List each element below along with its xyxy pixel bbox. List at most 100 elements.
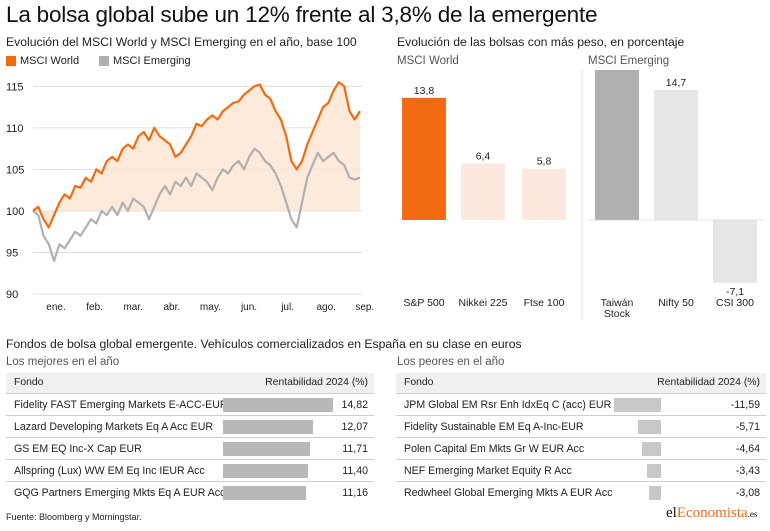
logo-part-el: el bbox=[666, 505, 677, 521]
line-chart-subtitle: Evolución del MSCI World y MSCI Emerging… bbox=[6, 35, 357, 49]
worst-funds-table: Fondo Rentabilidad 2024 (%) JPM Global E… bbox=[396, 373, 766, 503]
return-bar bbox=[223, 398, 333, 412]
best-funds-table: Fondo Rentabilidad 2024 (%) Fidelity FAS… bbox=[6, 373, 374, 503]
line-chart: 90 95 100 105 110 115 ene. feb. mar. abr. may. jun.… bbox=[6, 81, 374, 313]
world-data-label: 13,8 bbox=[414, 85, 435, 97]
legend-swatch-world bbox=[6, 56, 16, 66]
world-data-label: 5,8 bbox=[537, 156, 552, 168]
table-row: Polen Capital Em Mkts Gr W EUR Acc -4,64 bbox=[396, 437, 766, 459]
worst-col-return: Rentabilidad 2024 (%) bbox=[657, 377, 760, 388]
return-value: -11,59 bbox=[730, 399, 760, 411]
return-bar bbox=[642, 442, 661, 456]
world-bar bbox=[402, 97, 446, 220]
legend-label-world: MSCI World bbox=[20, 55, 80, 67]
emerging-data-label: 14,7 bbox=[666, 77, 687, 89]
world-bar bbox=[522, 168, 566, 220]
table-row: Lazard Developing Markets Eq A Acc EUR 12… bbox=[6, 415, 374, 437]
emerging-data-label: -7,1 bbox=[726, 286, 744, 298]
return-value: 12,07 bbox=[341, 421, 368, 433]
fund-name: Fidelity FAST Emerging Markets E-ACC-EUR bbox=[14, 399, 228, 411]
return-bar bbox=[223, 442, 310, 456]
best-section-title: Los mejores en el año bbox=[6, 356, 120, 368]
x-tick-label: ene. bbox=[46, 302, 65, 313]
table-row: Fidelity FAST Emerging Markets E-ACC-EUR… bbox=[6, 393, 374, 415]
return-bar bbox=[637, 420, 661, 434]
legend-swatch-emerging bbox=[99, 56, 109, 66]
world-category-label: Ftse 100 bbox=[524, 297, 565, 309]
emerging-category-label: Stock bbox=[604, 308, 631, 320]
return-value: 11,40 bbox=[342, 465, 368, 477]
worst-section-title: Los peores en el año bbox=[397, 356, 505, 368]
return-value: 14,82 bbox=[341, 399, 368, 411]
x-tick-label: jun. bbox=[240, 302, 257, 313]
worst-col-fund: Fondo bbox=[404, 377, 434, 388]
fund-name: Allspring (Lux) WW EM Eq Inc IEUR Acc bbox=[14, 465, 205, 477]
funds-title: Fondos de bolsa global emergente. Vehícu… bbox=[6, 337, 522, 351]
source-footer: Fuente: Bloomberg y Morningstar. bbox=[6, 512, 142, 522]
x-tick-label: may. bbox=[200, 302, 221, 313]
return-value: -3,08 bbox=[735, 487, 760, 499]
return-bar bbox=[647, 464, 661, 478]
world-area bbox=[33, 82, 360, 228]
y-tick-label: 90 bbox=[6, 289, 18, 301]
best-col-return: Rentabilidad 2024 (%) bbox=[265, 377, 368, 388]
table-row: JPM Global EM Rsr Enh IdxEq C (acc) EUR -… bbox=[396, 393, 766, 415]
world-category-label: Nikkei 225 bbox=[458, 297, 507, 309]
world-bar bbox=[461, 163, 505, 220]
emerging-category-label: Taiwán bbox=[601, 297, 634, 309]
best-col-fund: Fondo bbox=[14, 377, 44, 388]
bar-chart-subtitle: Evolución de las bolsas con más peso, en… bbox=[397, 35, 685, 49]
table-row: Fidelity Sustainable EM Eq A-Inc-EUR -5,7… bbox=[396, 415, 766, 437]
emerging-bar bbox=[654, 89, 698, 220]
logo: elEconomista.es bbox=[666, 505, 757, 522]
return-bar bbox=[223, 420, 313, 434]
logo-part-economista: Economista bbox=[676, 505, 748, 521]
worst-table-header: Fondo Rentabilidad 2024 (%) bbox=[396, 373, 766, 393]
page-title: La bolsa global sube un 12% frente al 3,… bbox=[6, 2, 598, 27]
y-tick-label: 105 bbox=[6, 164, 24, 176]
x-tick-label: jul. bbox=[280, 302, 294, 313]
y-tick-label: 100 bbox=[6, 206, 24, 218]
fund-name: Redwheel Global Emerging Mkts A EUR Acc bbox=[404, 487, 613, 499]
table-row: Allspring (Lux) WW EM Eq Inc IEUR Acc 11,… bbox=[6, 459, 374, 481]
table-row: GS EM EQ Inc-X Cap EUR 11,71 bbox=[6, 437, 374, 459]
x-tick-label: sep. bbox=[355, 302, 374, 313]
bar-group-title-emerging: MSCI Emerging bbox=[588, 55, 670, 67]
return-bar bbox=[614, 398, 661, 412]
fund-name: Lazard Developing Markets Eq A Acc EUR bbox=[14, 421, 214, 433]
return-value: 11,16 bbox=[342, 487, 368, 499]
fund-name: NEF Emerging Market Equity R Acc bbox=[404, 465, 572, 477]
return-value: 11,71 bbox=[342, 443, 368, 455]
emerging-bar bbox=[595, 70, 639, 221]
table-row: GQG Partners Emerging Mkts Eq A EUR Acc 1… bbox=[6, 481, 374, 503]
table-row: NEF Emerging Market Equity R Acc -3,43 bbox=[396, 459, 766, 481]
x-tick-label: abr. bbox=[163, 302, 180, 313]
world-line bbox=[32, 81, 361, 229]
return-bar bbox=[648, 486, 661, 500]
y-tick-label: 95 bbox=[6, 247, 18, 259]
fund-name: GQG Partners Emerging Mkts Eq A EUR Acc bbox=[14, 487, 226, 499]
table-row: Redwheel Global Emerging Mkts A EUR Acc -… bbox=[396, 481, 766, 503]
world-category-label: S&P 500 bbox=[403, 297, 444, 309]
emerging-category-label: Nifty 50 bbox=[658, 297, 694, 309]
world-data-label: 6,4 bbox=[476, 150, 491, 162]
legend-label-emerging: MSCI Emerging bbox=[113, 55, 191, 67]
return-value: -5,71 bbox=[735, 421, 760, 433]
logo-part-es: .es bbox=[747, 509, 758, 519]
return-bar bbox=[223, 464, 308, 478]
return-value: -4,64 bbox=[735, 443, 760, 455]
fund-name: GS EM EQ Inc-X Cap EUR bbox=[14, 443, 142, 455]
return-bar bbox=[223, 486, 306, 500]
x-tick-label: feb. bbox=[86, 302, 103, 313]
x-tick-label: ago. bbox=[316, 302, 335, 313]
y-tick-label: 110 bbox=[6, 123, 24, 135]
bar-group-title-world: MSCI World bbox=[397, 55, 459, 67]
emerging-bar bbox=[713, 220, 757, 283]
emerging-category-label: CSI 300 bbox=[716, 297, 754, 309]
return-value: -3,43 bbox=[735, 465, 760, 477]
fund-name: JPM Global EM Rsr Enh IdxEq C (acc) EUR bbox=[404, 399, 612, 411]
y-tick-label: 115 bbox=[6, 81, 24, 93]
best-table-header: Fondo Rentabilidad 2024 (%) bbox=[6, 373, 374, 393]
x-tick-label: mar. bbox=[123, 302, 142, 313]
